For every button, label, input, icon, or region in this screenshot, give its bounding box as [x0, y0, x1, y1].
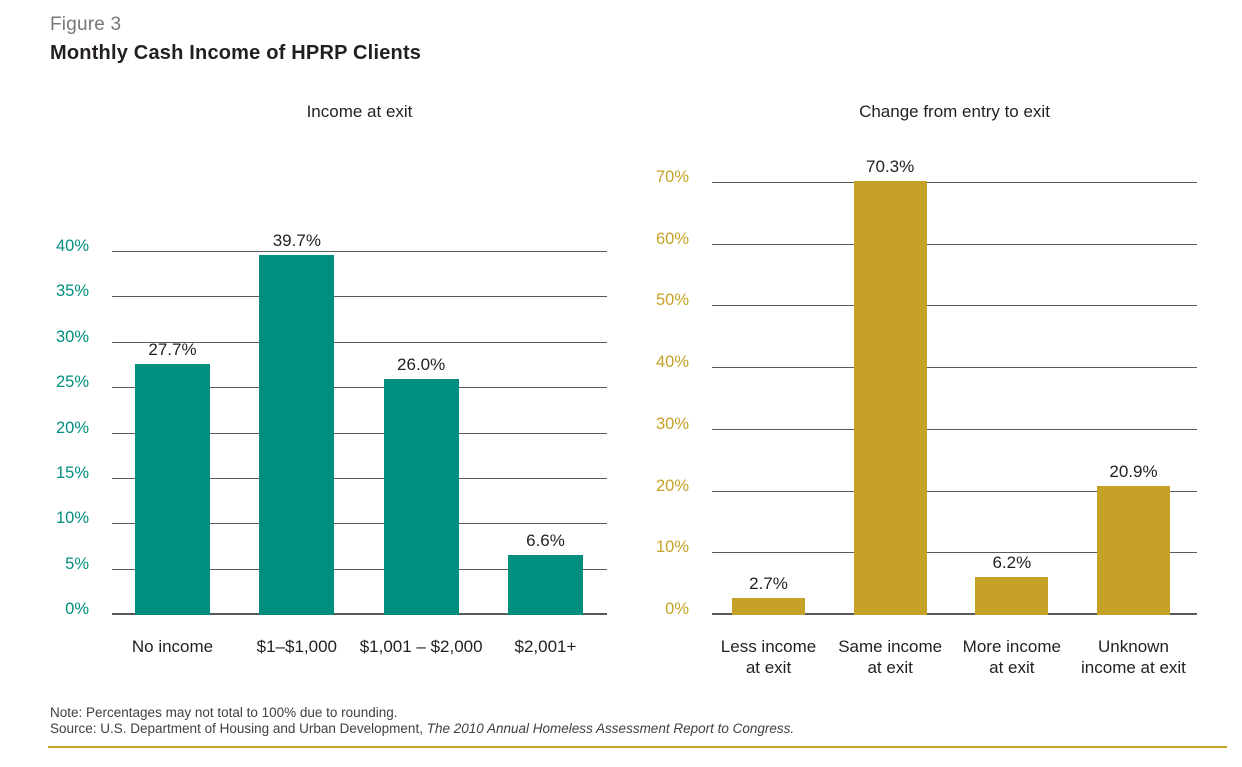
x-axis-label: Same income at exit: [838, 637, 943, 677]
x-axis-baseline: 0%: [665, 600, 1197, 618]
note-text: Note: Percentages may not total to 100% …: [50, 705, 398, 720]
bar-value-label: 6.6%: [526, 531, 565, 551]
bar-value-label: 20.9%: [1109, 462, 1158, 482]
bar-value-label: 6.2%: [992, 552, 1032, 572]
left-chart-plot-area: 27.7% No income 39.7% $1–$1,000 26.0% $1,001 …: [56, 231, 607, 656]
gridline: 10%: [656, 538, 1197, 556]
y-tick-label: 60%: [655, 229, 689, 248]
bars-row: 2.7% Less income at exit 70.3% Same income …: [712, 157, 1197, 677]
right-chart-title: Change from entry to exit: [859, 102, 1050, 121]
gridline: 20%: [656, 477, 1197, 495]
x-axis-label: Unknown income at exit: [1081, 637, 1186, 677]
figure-title: Monthly Cash Income of HPRP Clients: [50, 42, 422, 64]
y-tick-label: 25%: [55, 373, 89, 392]
gridline: 15%: [56, 464, 607, 482]
y-tick-label: 50%: [655, 291, 689, 310]
gridline: 5%: [65, 555, 607, 573]
gridline: 30%: [656, 415, 1197, 433]
bars-row: 27.7% No income 39.7% $1–$1,000 26.0% $1,001 …: [112, 231, 607, 656]
gridline: 60%: [656, 230, 1197, 248]
y-tick-label: 10%: [655, 538, 689, 557]
y-tick-label: 40%: [655, 353, 689, 372]
bottom-divider-rule: [48, 746, 1227, 748]
source-report-title: The 2010 Annual Homeless Assessment Repo…: [426, 721, 795, 736]
left-chart-title: Income at exit: [306, 102, 413, 121]
bar-value-label: 70.3%: [866, 157, 915, 177]
bar: 27.7% No income: [132, 340, 213, 656]
figure-label: Figure 3: [50, 14, 122, 35]
bar: 26.0% $1,001 – $2,000: [360, 355, 483, 656]
y-tick-label: 70%: [655, 168, 689, 186]
x-axis-label: No income: [131, 637, 214, 656]
gridline: 40%: [56, 237, 607, 255]
bar: 2.7% Less income at exit: [721, 574, 816, 676]
bar: 20.9% Unknown income at exit: [1081, 462, 1186, 677]
x-axis-baseline: 0%: [65, 600, 607, 618]
bar-value-label: 27.7%: [148, 339, 197, 359]
gridline: 25%: [56, 373, 607, 391]
bar-value-label: 26.0%: [397, 355, 446, 375]
y-tick-label: 20%: [655, 476, 689, 495]
gridline: 70%: [656, 168, 1197, 186]
y-tick-label: 15%: [55, 463, 89, 482]
y-tick-label: 10%: [55, 509, 89, 528]
gridline: 30%: [56, 328, 607, 346]
bar: 39.7% $1–$1,000: [257, 231, 337, 656]
gridline: 10%: [56, 509, 607, 527]
x-axis-label: $2,001+: [514, 637, 577, 656]
y-tick-label: 20%: [55, 418, 89, 437]
x-axis-label: Less income at exit: [720, 637, 817, 677]
bar: 6.6% $2,001+: [507, 531, 583, 656]
y-tick-label: 30%: [655, 414, 689, 433]
bar-value-label: 2.7%: [749, 574, 788, 594]
gridline: 50%: [656, 291, 1197, 309]
bar: 6.2% More income at exit: [963, 553, 1061, 677]
x-axis-label: More income at exit: [962, 637, 1061, 677]
y-tick-label: 35%: [55, 282, 89, 301]
y-tick-label: 5%: [65, 554, 89, 573]
source-prefix: Source: U.S. Department of Housing and U…: [50, 721, 427, 736]
bar: 70.3% Same income at exit: [838, 157, 942, 677]
gridline: 40%: [656, 353, 1197, 371]
y-tick-label: 0%: [65, 600, 89, 618]
y-tick-label: 30%: [55, 327, 89, 346]
bar-value-label: 39.7%: [272, 230, 321, 250]
x-axis-label: $1–$1,000: [256, 637, 338, 656]
source-text: Source: U.S. Department of Housing and U…: [50, 721, 794, 736]
gridline: 20%: [56, 419, 607, 437]
y-tick-label: 40%: [55, 237, 89, 255]
y-tick-label: 0%: [665, 600, 689, 618]
right-chart-plot-area: 2.7% Less income at exit 70.3% Same income …: [656, 157, 1197, 677]
gridline: 35%: [56, 282, 607, 300]
x-axis-label: $1,001 – $2,000: [359, 637, 483, 656]
